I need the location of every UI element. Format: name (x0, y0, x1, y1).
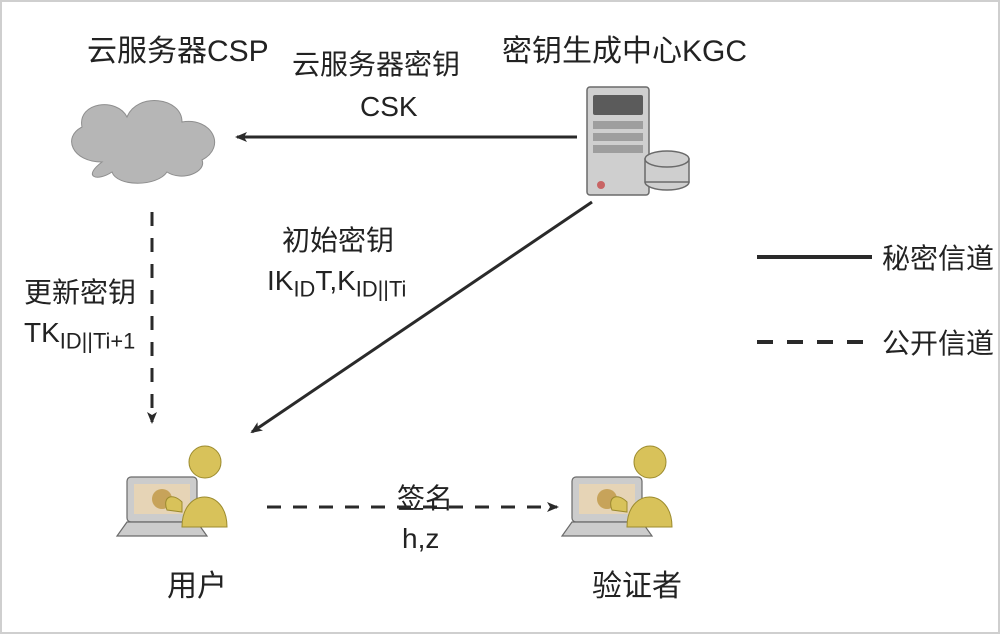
kgc-label: 密钥生成中心KGC (502, 32, 747, 73)
update-label-top: 更新密钥 (24, 274, 136, 312)
update-tk-pre: TK (24, 317, 60, 348)
csk-label-bot: CSK (360, 88, 418, 126)
verifier-label: 验证者 (592, 567, 682, 608)
init-label-top: 初始密钥 (282, 222, 394, 260)
diagram-stage: 云服务器CSP 密钥生成中心KGC 云服务器密钥 CSK 更新密钥 TKID||… (0, 0, 1000, 634)
update-tk-sub: ID||Ti+1 (60, 329, 135, 354)
csk-label-top: 云服务器密钥 (292, 46, 460, 84)
sign-label-bot: h,z (402, 520, 439, 558)
sign-label-top: 签名 (397, 480, 453, 518)
csp-label: 云服务器CSP (87, 32, 269, 73)
server-icon (587, 87, 689, 195)
update-label-bot: TKID||Ti+1 (24, 314, 135, 356)
cloud-icon (72, 101, 215, 184)
user-icon (117, 446, 227, 536)
diagram-svg (2, 2, 1000, 634)
user-label: 用户 (167, 567, 227, 608)
init-ik-pre2: T,K (315, 265, 355, 296)
init-ik-sub2: ID||Ti (356, 277, 407, 302)
verifier-icon (562, 446, 672, 536)
init-label-bot: IKIDT,KID||Ti (267, 262, 406, 304)
init-ik-sub: ID (293, 277, 315, 302)
init-ik-pre: IK (267, 265, 293, 296)
legend-secret-label: 秘密信道 (882, 240, 994, 278)
legend-public-label: 公开信道 (882, 325, 994, 363)
